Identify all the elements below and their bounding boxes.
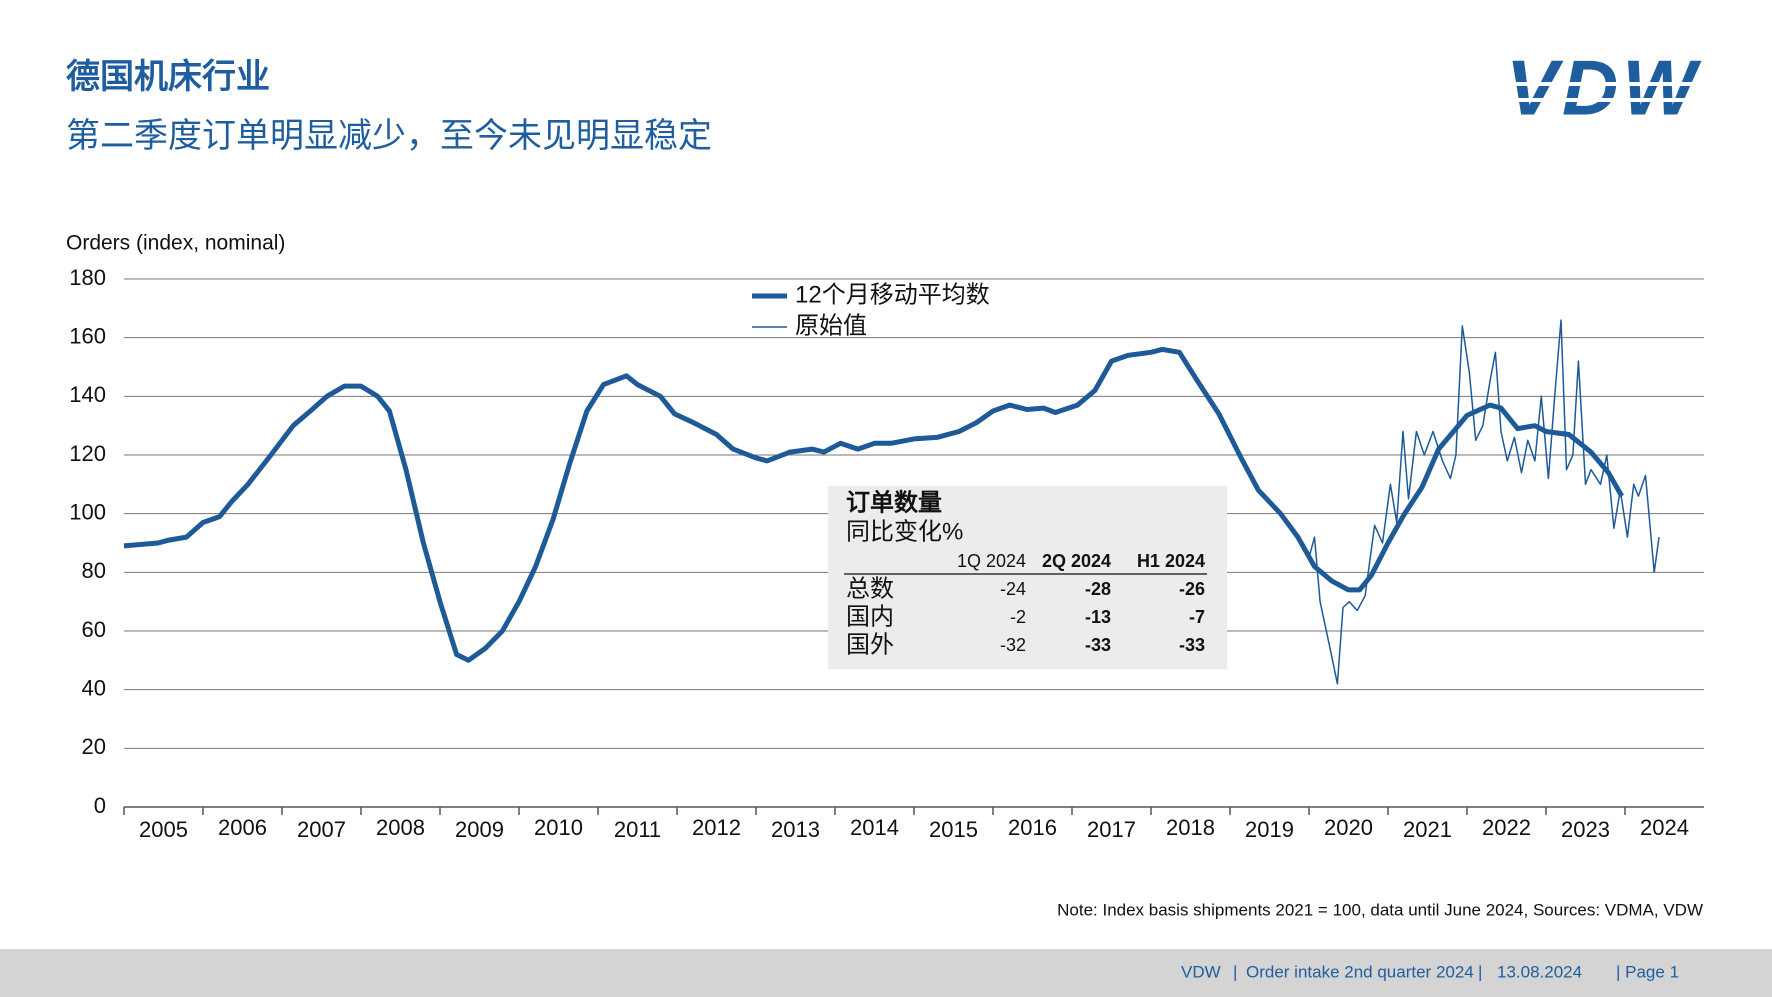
- table-cell: -33: [1085, 635, 1111, 655]
- row-label: 总数: [846, 575, 894, 602]
- column-header: 2Q 2024: [1042, 551, 1111, 571]
- x-tick-label: 2019: [1245, 817, 1294, 842]
- y-tick-label: 100: [69, 499, 106, 524]
- row-label: 国内: [846, 603, 894, 630]
- table-cell: -13: [1085, 607, 1111, 627]
- x-tick-label: 2015: [929, 817, 978, 842]
- logo-text: VDW: [1506, 44, 1702, 132]
- table-cell: -33: [1179, 635, 1205, 655]
- x-tick-label: 2016: [1008, 815, 1057, 840]
- footer: VDW | Order intake 2nd quarter 2024 | 13.08.…: [1181, 962, 1679, 981]
- footer-text: VDW: [1181, 962, 1221, 981]
- footer-bar: [0, 949, 1772, 997]
- x-tick-label: 2020: [1324, 815, 1373, 840]
- table: 订单数量 同比变化% 1Q 2024 2Q 2024 H1 2024 总数 -24 -28…: [828, 486, 1227, 669]
- y-tick-label: 0: [94, 793, 106, 818]
- logo: VDW: [1480, 44, 1710, 132]
- footer-text: |: [1478, 962, 1482, 981]
- x-tick-label: 2009: [455, 817, 504, 842]
- footer-text: | Page 1: [1616, 962, 1679, 981]
- note: Note: Index basis shipments 2021 = 100, …: [1057, 900, 1703, 919]
- table-cell: -28: [1085, 579, 1111, 599]
- plot: 0 20 40 60 80 100 120 140 160 180 2005 2006 2007 2008…: [69, 265, 1704, 842]
- column-header: H1 2024: [1137, 551, 1205, 571]
- x-tick-label: 2023: [1561, 817, 1610, 842]
- y-tick-label: 80: [82, 558, 106, 583]
- y-tick-label: 60: [82, 617, 106, 642]
- logo-stripe: [1480, 98, 1710, 102]
- table-title: 订单数量: [846, 489, 942, 516]
- x-tick-label: 2018: [1166, 815, 1215, 840]
- logo-stripe: [1480, 82, 1710, 86]
- y-tick-label: 180: [69, 265, 106, 290]
- x-tick-label: 2017: [1087, 817, 1136, 842]
- y-tick-label: 40: [82, 675, 106, 700]
- x-tick-label: 2007: [297, 817, 346, 842]
- x-tick-label: 2024: [1640, 815, 1689, 840]
- x-tick-label: 2022: [1482, 815, 1531, 840]
- y-tick-label: 20: [82, 734, 106, 759]
- table-cell: -24: [1000, 579, 1026, 599]
- y-tick-label: 120: [69, 441, 106, 466]
- x-tick-label: 2008: [376, 815, 425, 840]
- column-header: 1Q 2024: [957, 551, 1026, 571]
- slide-title: 德国机床行业: [66, 58, 270, 96]
- footer-text: Order intake 2nd quarter 2024: [1246, 962, 1474, 981]
- series-line: [123, 346, 1624, 663]
- x-tick-label: 2006: [218, 815, 267, 840]
- y-tick-label: 140: [69, 382, 106, 407]
- x-tick-label: 2014: [850, 815, 899, 840]
- x-tick-label: 2010: [534, 815, 583, 840]
- footer-text: |: [1233, 962, 1237, 981]
- table-cell: -2: [1010, 607, 1026, 627]
- table-box: [828, 486, 1227, 669]
- table-cell: -32: [1000, 635, 1026, 655]
- table-cell: -7: [1189, 607, 1205, 627]
- x-tick-label: 2011: [614, 817, 661, 842]
- x-tick-label: 2005: [139, 817, 188, 842]
- x-tick-label: 2013: [771, 817, 820, 842]
- table-subtitle: 同比变化%: [846, 518, 963, 545]
- footer-text: 13.08.2024: [1497, 962, 1582, 981]
- slide-subtitle: 第二季度订单明显减少，至今未见明显稳定: [66, 117, 712, 155]
- y-tick-label: 160: [69, 323, 106, 348]
- x-tick-label: 2021: [1403, 817, 1452, 842]
- y-axis-label: Orders (index, nominal): [66, 232, 285, 255]
- x-tick-label: 2012: [692, 815, 741, 840]
- table-cell: -26: [1179, 579, 1205, 599]
- row-label: 国外: [846, 631, 894, 658]
- legend-label: 原始值: [795, 312, 867, 339]
- legend-label: 12个月移动平均数: [795, 281, 990, 308]
